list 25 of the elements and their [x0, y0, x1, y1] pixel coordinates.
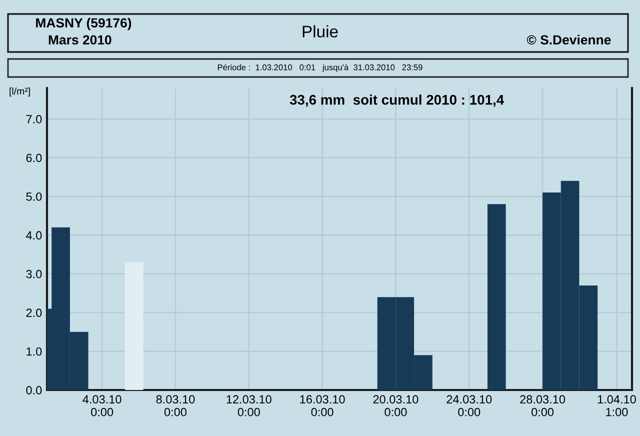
x-tick-label: 12.03.10 0:00	[226, 395, 272, 416]
x-tick-label: 1.04.10 1:00	[598, 395, 636, 416]
annotation: 33,6 mm soit cumul 2010 : 101,4	[290, 94, 504, 107]
chart-title: Pluie	[302, 25, 338, 38]
text: Période : 1.03.2010 0:01 jusqu'à 31.03.2010 23:59	[218, 64, 422, 72]
y-tick-label: 1.0	[26, 347, 42, 356]
x-tick-label: 4.03.10 0:00	[82, 395, 122, 416]
y-tick-label: 5.0	[26, 192, 42, 201]
y-tick-label: 0.0	[26, 386, 42, 394]
y-tick-label: 6.0	[26, 154, 42, 162]
y-tick-label: 2.0	[26, 308, 42, 317]
bar	[125, 262, 144, 390]
text: Mars 2010	[48, 35, 112, 45]
x-tick-label: 28.03.10 0:00	[520, 395, 566, 416]
bar	[487, 204, 506, 390]
x-tick-label: 8.03.10 0:00	[156, 395, 195, 416]
y-tick-label: 4.0	[26, 231, 42, 240]
x-tick-label: 16.03.10 0:00	[300, 395, 345, 416]
text: MASNY (59176)	[36, 18, 132, 30]
y-tick-label: 7.0	[26, 115, 42, 124]
y-axis-title: [l/m²]	[10, 87, 30, 97]
x-tick-label: 24.03.10 0:00	[446, 395, 492, 416]
y-tick-label: 3.0	[26, 270, 42, 278]
text: © S.Devienne	[526, 34, 611, 45]
x-tick-label: 20.03.10 0:00	[373, 395, 418, 416]
